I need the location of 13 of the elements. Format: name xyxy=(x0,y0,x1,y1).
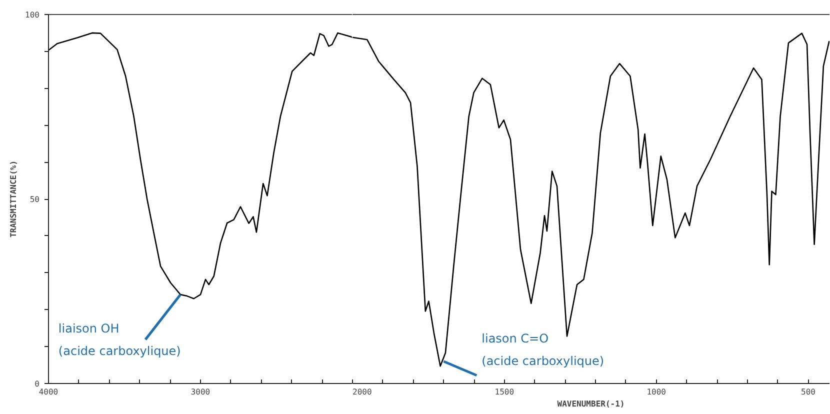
annotation: liason C=O (acide carboxylique) xyxy=(482,331,604,368)
y-tick-label: 0 xyxy=(34,380,40,388)
y-tick-label: 50 xyxy=(30,195,40,204)
y-axis-title: TRANSMITTANCE(%) xyxy=(9,160,18,238)
x-axis-title: WAVENUMBER(-1) xyxy=(557,400,625,408)
y-tick-label: 100 xyxy=(25,10,40,20)
x-tick-label: 1500 xyxy=(494,388,514,396)
x-tick-label: 1000 xyxy=(646,388,666,396)
x-tick-label: 4000 xyxy=(38,388,58,396)
annotation: liaison OH (acide carboxylique) xyxy=(58,322,181,358)
x-tick-label: 3000 xyxy=(190,388,210,396)
x-tick-label: 500 xyxy=(801,388,816,396)
x-tick-label: 2000 xyxy=(352,388,372,396)
